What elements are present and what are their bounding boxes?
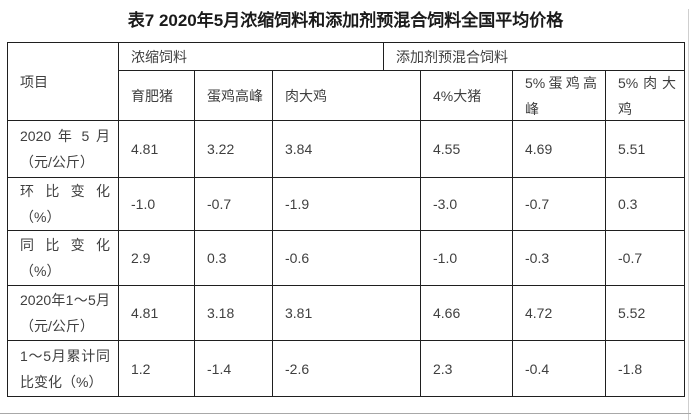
cell-value: -0.4 [513, 341, 606, 396]
cell-value: -0.3 [513, 231, 606, 286]
row-header-cumulative-yoy-change: 1～5月累计同比变化（%） [8, 341, 119, 396]
table-title: 表7 2020年5月浓缩饲料和添加剂预混合饲料全国平均价格 [127, 11, 564, 30]
cell-value: -1.8 [618, 360, 643, 377]
corner-header-cell: 项目 [8, 43, 119, 121]
group-header-additive-premix-feed: 添加剂预混合饲料 [384, 43, 684, 71]
column-header-laying-hen-peak: 蛋鸡高峰 [195, 71, 273, 121]
cell-value: 4.81 [119, 286, 195, 341]
cell-value: 2.3 [421, 341, 513, 396]
cell-value: 1.2 [119, 341, 195, 396]
column-header-5pct-broiler: 5%肉大鸡 [606, 71, 684, 121]
page-edge-right [688, 9, 689, 420]
column-header-broiler: 肉大鸡 [273, 71, 421, 121]
cell-value: -1.9 [273, 178, 421, 231]
cell-value: 0.3 [195, 231, 273, 286]
cell-value: -0.7 [195, 178, 273, 231]
cell-value: -0.7 [606, 231, 684, 286]
page-edge-bottom [0, 413, 691, 414]
cell-value: -3.0 [421, 178, 513, 231]
column-header-5pct-laying-hen-peak: 5%蛋鸡高峰 [513, 71, 606, 121]
column-header-fattening-pig: 育肥猪 [119, 71, 195, 121]
cell-value: 4.81 [119, 121, 195, 178]
row-header-mom-change: 环 比 变 化（%） [8, 178, 119, 231]
cell-value: 4.55 [421, 121, 513, 178]
cell-value: -0.7 [513, 178, 606, 231]
cell-value: -0.6 [273, 231, 421, 286]
cell-value: 5.51 [606, 121, 684, 178]
cell-value: 5.52 [606, 286, 684, 341]
group-header-concentrated-feed: 浓缩饲料 [119, 43, 384, 71]
cell-value: 4.66 [421, 286, 513, 341]
cell-value: 4.72 [513, 286, 606, 341]
cell-value: 3.84 [273, 121, 421, 178]
row-header-yoy-change: 同 比 变 化（%） [8, 231, 119, 286]
cell-value: 2.9 [119, 231, 195, 286]
cell-value: 4.69 [513, 121, 606, 178]
cell-value: 3.18 [195, 286, 273, 341]
cell-value: -1.4 [195, 341, 273, 396]
cell-value: 0.3 [606, 178, 684, 231]
cell-value: -2.6 [273, 341, 421, 396]
cell-value: -1.0 [421, 231, 513, 286]
row-header-may-2020-price: 2020 年 5 月（元/公斤） [8, 121, 119, 178]
cell-value: 3.22 [195, 121, 273, 178]
price-table: 项目 浓缩饲料 添加剂预混合饲料 育肥猪 蛋鸡高峰 肉大鸡 4%大猪 5%蛋鸡高… [7, 42, 685, 397]
cell-value: 3.81 [273, 286, 421, 341]
row-header-jan-may-2020-price: 2020年1～5月（元/公斤） [8, 286, 119, 341]
cell-value: -1.0 [119, 178, 195, 231]
column-header-4pct-big-pig: 4%大猪 [421, 71, 513, 121]
